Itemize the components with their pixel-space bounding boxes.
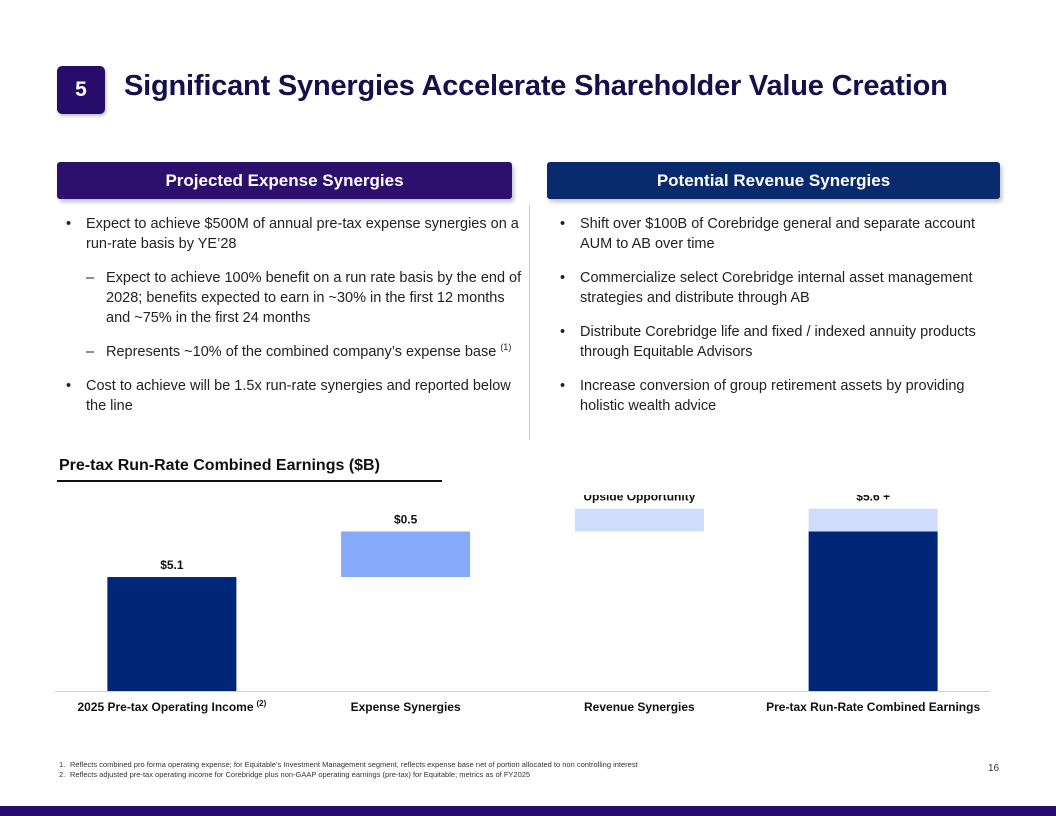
revenue-bullet-2: • Commercialize select Corebridge intern… — [556, 268, 996, 308]
column-divider — [529, 205, 530, 440]
expense-synergies-list: • Expect to achieve $500M of annual pre-… — [62, 214, 522, 430]
earnings-waterfall-chart: $5.1 $0.5 Upside Opportunity $5.6 + 2025 Pre… — [55, 495, 990, 714]
chart-title: Pre-tax Run-Rate Combined Earnings ($B) — [59, 457, 380, 474]
footnote-1-text: Reflects combined pro forma operating ex… — [70, 760, 638, 769]
revenue-bullet-4-text: Increase conversion of group retirement … — [580, 378, 965, 414]
footnotes: 1. Reflects combined pro forma operating… — [59, 760, 638, 779]
bullet-icon: • — [560, 378, 566, 394]
data-label-expense-synergies: $0.5 — [394, 512, 418, 526]
expense-bullet-1-text: Expect to achieve $500M of annual pre-ta… — [86, 216, 519, 252]
data-label-pretax-run-rate-combined-earnings: $5.6 + — [856, 495, 890, 504]
x-tick-label: Revenue Synergies — [584, 700, 695, 714]
bar-pretax-run-rate-upside — [808, 508, 938, 532]
expense-subbullet-1-text: Expect to achieve 100% benefit on a run … — [106, 270, 522, 326]
bar-2025-pretax-operating-income — [107, 577, 237, 691]
footnote-2-text: Reflects adjusted pre-tax operating inco… — [70, 769, 531, 779]
section-number-badge: 5 — [57, 66, 105, 114]
expense-bullet-2: • Cost to achieve will be 1.5x run-rate … — [62, 376, 522, 416]
bullet-icon: • — [560, 270, 566, 286]
bullet-icon: • — [560, 324, 566, 340]
revenue-synergies-header: Potential Revenue Synergies — [547, 162, 1000, 199]
expense-subbullet-1: – Expect to achieve 100% benefit on a ru… — [62, 268, 522, 328]
x-tick-label: Expense Synergies — [351, 700, 461, 714]
data-label-revenue-synergies: Upside Opportunity — [583, 495, 695, 504]
revenue-bullet-4: • Increase conversion of group retiremen… — [556, 376, 996, 416]
expense-subbullet-2: – Represents ~10% of the combined compan… — [62, 342, 522, 362]
x-tick-label: 2025 Pre-tax Operating Income (2) — [77, 699, 266, 714]
bar-expense-synergies — [341, 531, 471, 578]
expense-subbullet-2-text: Represents ~10% of the combined company’… — [106, 344, 497, 360]
bullet-icon: • — [66, 216, 72, 232]
dash-icon: – — [86, 344, 95, 360]
expense-bullet-1: • Expect to achieve $500M of annual pre-… — [62, 214, 522, 254]
page-title: Significant Synergies Accelerate Shareho… — [124, 70, 948, 102]
revenue-bullet-2-text: Commercialize select Corebridge internal… — [580, 270, 973, 306]
bullet-icon: • — [560, 216, 566, 232]
footnote-1: 1. Reflects combined pro forma operating… — [59, 760, 638, 770]
revenue-bullet-3: • Distribute Corebridge life and fixed /… — [556, 322, 996, 362]
chart-title-underline — [57, 480, 442, 482]
footnote-ref-1: (1) — [500, 342, 512, 353]
dash-icon: – — [86, 270, 95, 286]
revenue-bullet-1: • Shift over $100B of Corebridge general… — [556, 214, 996, 254]
revenue-synergies-list: • Shift over $100B of Corebridge general… — [556, 214, 996, 430]
x-tick-label: Pre-tax Run-Rate Combined Earnings — [766, 700, 980, 714]
bar-pretax-run-rate-combined-earnings — [808, 531, 938, 691]
footnote-2-number: 2. — [59, 769, 66, 779]
expense-synergies-header: Projected Expense Synergies — [57, 162, 512, 199]
bottom-brand-bar — [0, 806, 1056, 816]
footnote-2: 2. Reflects adjusted pre-tax operating i… — [59, 770, 638, 780]
data-label-2025-pretax-operating-income: $5.1 — [160, 558, 184, 572]
page-number: 16 — [988, 763, 1000, 774]
revenue-bullet-1-text: Shift over $100B of Corebridge general a… — [580, 216, 975, 252]
expense-bullet-2-text: Cost to achieve will be 1.5x run-rate sy… — [86, 378, 511, 414]
footnote-1-number: 1. — [59, 760, 66, 769]
bar-revenue-synergies-upside — [574, 508, 704, 532]
bullet-icon: • — [66, 378, 72, 394]
revenue-bullet-3-text: Distribute Corebridge life and fixed / i… — [580, 324, 976, 360]
